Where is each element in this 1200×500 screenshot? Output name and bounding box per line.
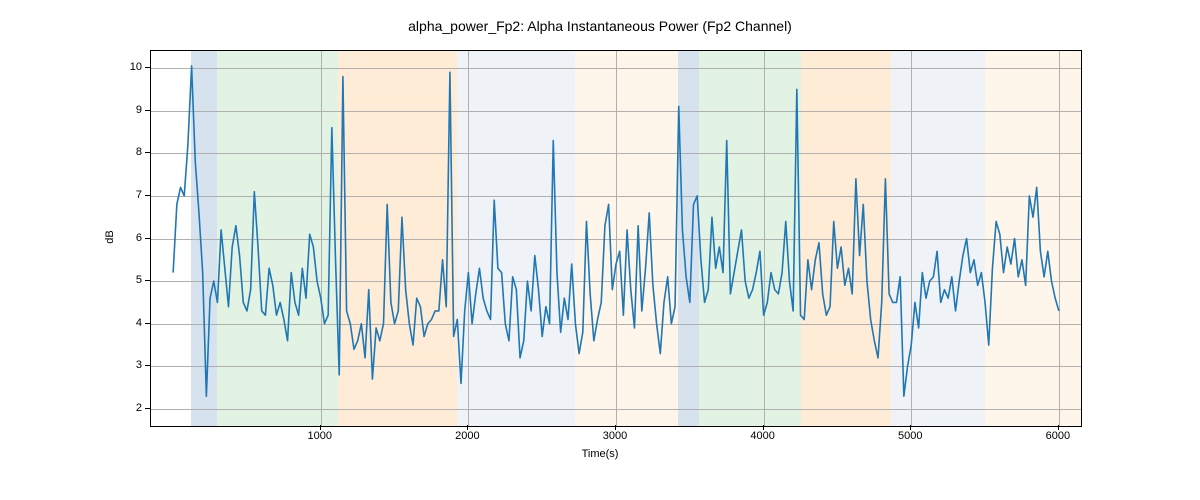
x-tick-label: 4000 [750,430,774,442]
x-tick-label: 6000 [1046,430,1070,442]
y-tick-mark [145,110,150,111]
y-tick-label: 7 [136,189,142,201]
y-tick-mark [145,152,150,153]
y-tick-mark [145,67,150,68]
y-tick-mark [145,238,150,239]
data-line [151,51,1081,426]
data-polyline [173,66,1059,396]
x-tick-label: 1000 [308,430,332,442]
y-tick-label: 8 [136,146,142,158]
x-axis-label: Time(s) [0,448,1200,460]
chart-title: alpha_power_Fp2: Alpha Instantaneous Pow… [0,18,1200,34]
y-tick-label: 4 [136,317,142,329]
x-tick-label: 3000 [603,430,627,442]
y-tick-label: 10 [130,61,142,73]
x-tick-label: 2000 [455,430,479,442]
y-tick-label: 3 [136,359,142,371]
y-tick-label: 2 [136,402,142,414]
y-axis-label: dB [104,230,116,243]
y-tick-mark [145,195,150,196]
chart-container: alpha_power_Fp2: Alpha Instantaneous Pow… [0,0,1200,500]
y-tick-mark [145,408,150,409]
x-tick-label: 5000 [898,430,922,442]
y-tick-mark [145,365,150,366]
y-tick-label: 6 [136,232,142,244]
y-tick-mark [145,280,150,281]
y-tick-label: 9 [136,104,142,116]
y-tick-label: 5 [136,274,142,286]
plot-area [150,50,1082,427]
y-tick-mark [145,323,150,324]
